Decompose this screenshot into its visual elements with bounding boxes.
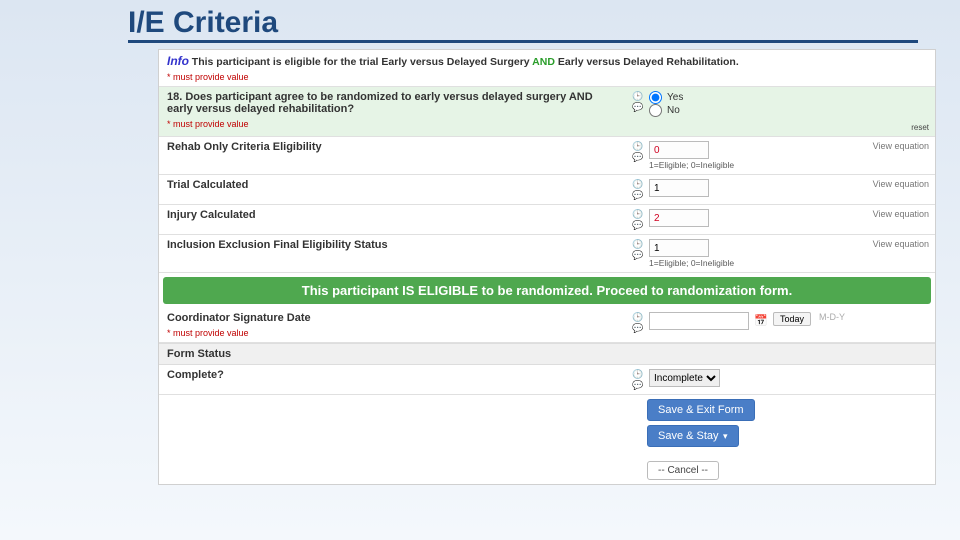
q18-yes-label: Yes	[667, 92, 683, 103]
injury-label: Injury Calculated	[167, 209, 256, 221]
eligible-banner-row: This participant IS ELIGIBLE to be rando…	[159, 277, 935, 304]
reset-link[interactable]: reset	[649, 123, 929, 132]
final-hint: 1=Eligible; 0=Ineligible	[649, 258, 734, 268]
field-icons: 🕒 💬	[631, 141, 645, 162]
history-icon[interactable]: 🕒	[632, 312, 643, 322]
q18-label: 18. Does participant agree to be randomi…	[167, 91, 617, 115]
save-stay-button[interactable]: Save & Stay	[647, 425, 739, 447]
rehab-input	[649, 141, 709, 159]
form-container: Info This participant is eligible for th…	[158, 49, 936, 485]
trial-input	[649, 179, 709, 197]
field-icons: 🕒 💬	[631, 209, 645, 230]
q18-no-radio[interactable]	[649, 104, 662, 117]
complete-label: Complete?	[167, 369, 224, 381]
complete-select[interactable]: Incomplete	[649, 369, 720, 387]
save-exit-button[interactable]: Save & Exit Form	[647, 399, 755, 421]
info-label: Info	[167, 54, 189, 68]
history-icon[interactable]: 🕒	[632, 141, 643, 151]
q18-no-label: No	[667, 105, 680, 116]
calendar-icon[interactable]: 📅	[753, 312, 769, 328]
q18-row: 18. Does participant agree to be randomi…	[159, 87, 935, 137]
comment-icon[interactable]: 💬	[632, 250, 643, 260]
final-row: Inclusion Exclusion Final Eligibility St…	[159, 235, 935, 273]
sig-date-label: Coordinator Signature Date	[167, 312, 311, 324]
view-equation-link[interactable]: View equation	[873, 179, 929, 189]
rehab-label: Rehab Only Criteria Eligibility	[167, 141, 322, 153]
field-icons: 🕒 💬	[631, 369, 645, 390]
injury-input	[649, 209, 709, 227]
field-icons: 🕒 💬	[631, 239, 645, 260]
info-text-pre: This participant is eligible for the tri…	[192, 56, 530, 68]
history-icon[interactable]: 🕒	[632, 179, 643, 189]
comment-icon[interactable]: 💬	[632, 152, 643, 162]
rehab-row: Rehab Only Criteria Eligibility 🕒 💬 1=El…	[159, 137, 935, 175]
button-row: Save & Exit Form Save & Stay -- Cancel -…	[159, 395, 935, 484]
required-note: * must provide value	[167, 328, 617, 338]
view-equation-link[interactable]: View equation	[873, 209, 929, 219]
complete-row: Complete? 🕒 💬 Incomplete	[159, 365, 935, 395]
final-label: Inclusion Exclusion Final Eligibility St…	[167, 239, 388, 251]
page-title: I/E Criteria	[128, 6, 918, 43]
field-icons: 🕒 💬	[631, 179, 645, 200]
today-button[interactable]: Today	[773, 312, 811, 326]
sig-date-row: Coordinator Signature Date * must provid…	[159, 308, 935, 343]
info-row: Info This participant is eligible for th…	[159, 50, 935, 87]
comment-icon[interactable]: 💬	[632, 323, 643, 333]
injury-row: Injury Calculated 🕒 💬 View equation	[159, 205, 935, 235]
final-input	[649, 239, 709, 257]
form-status-header: Form Status	[159, 343, 935, 365]
required-note: * must provide value	[167, 72, 927, 82]
cancel-button[interactable]: -- Cancel --	[647, 461, 719, 480]
comment-icon[interactable]: 💬	[632, 380, 643, 390]
comment-icon[interactable]: 💬	[632, 220, 643, 230]
history-icon[interactable]: 🕒	[632, 369, 643, 379]
trial-label: Trial Calculated	[167, 179, 248, 191]
info-text-post: Early versus Delayed Rehabilitation.	[558, 56, 739, 68]
eligible-banner: This participant IS ELIGIBLE to be rando…	[163, 277, 931, 304]
info-and: AND	[530, 56, 558, 68]
comment-icon[interactable]: 💬	[632, 190, 643, 200]
q18-yes-radio[interactable]	[649, 91, 662, 104]
history-icon[interactable]: 🕒	[632, 209, 643, 219]
required-note: * must provide value	[167, 119, 617, 129]
sig-date-input[interactable]	[649, 312, 749, 330]
history-icon[interactable]: 🕒	[632, 239, 643, 249]
field-icons: 🕒 💬	[631, 312, 645, 333]
rehab-hint: 1=Eligible; 0=Ineligible	[649, 160, 734, 170]
view-equation-link[interactable]: View equation	[873, 141, 929, 151]
comment-icon[interactable]: 💬	[632, 102, 643, 112]
history-icon[interactable]: 🕒	[632, 91, 643, 101]
field-icons: 🕒 💬	[631, 91, 645, 112]
view-equation-link[interactable]: View equation	[873, 239, 929, 249]
trial-row: Trial Calculated 🕒 💬 View equation	[159, 175, 935, 205]
date-format-hint: M-D-Y	[819, 312, 845, 322]
